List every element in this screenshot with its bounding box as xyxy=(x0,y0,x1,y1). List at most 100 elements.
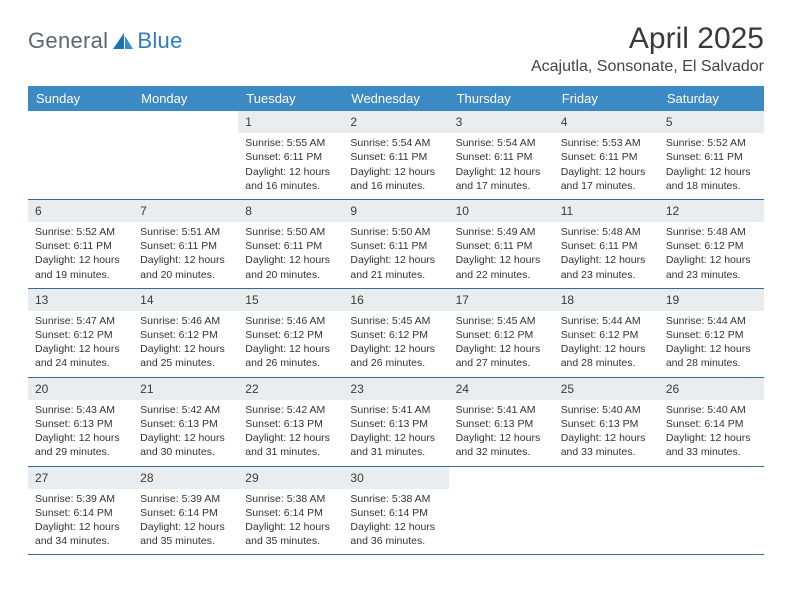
day-body: Sunrise: 5:50 AMSunset: 6:11 PMDaylight:… xyxy=(238,222,343,288)
day-number: 18 xyxy=(554,289,659,311)
day-day1: Daylight: 12 hours xyxy=(140,253,231,267)
week-row: 6Sunrise: 5:52 AMSunset: 6:11 PMDaylight… xyxy=(28,200,764,289)
week-row: 13 Sunrise: 5:47 AM Sunset: 6:12 PM Dayligh… xyxy=(28,289,764,378)
day-sunrise: Sunrise: 5:44 AM xyxy=(666,314,757,328)
day-cell: 9Sunrise: 5:50 AMSunset: 6:11 PMDaylight… xyxy=(343,200,448,288)
day-sunset: Sunset: 6:13 PM xyxy=(35,417,126,431)
day-body: Sunrise: 5:52 AMSunset: 6:11 PMDaylight:… xyxy=(28,222,133,288)
day-cell: 2Sunrise: 5:54 AMSunset: 6:11 PMDaylight… xyxy=(343,111,448,199)
day-number: 11 xyxy=(554,200,659,222)
day-number: 30 xyxy=(343,467,448,489)
day-sunset: Sunset: 6:11 PM xyxy=(666,150,757,164)
day-sunrise: Sunrise: 5:54 AM xyxy=(456,136,547,150)
top-bar: General Blue April 2025 Acajutla, Sonson… xyxy=(28,22,764,76)
day-sunrise: Sunrise: 5:46 AM xyxy=(245,314,336,328)
day-number: 5 xyxy=(659,111,764,133)
day-day2: and 36 minutes. xyxy=(350,534,441,548)
day-day1: Daylight: 12 hours xyxy=(561,342,652,356)
weekday-header: Wednesday xyxy=(343,86,448,111)
day-day2: and 22 minutes. xyxy=(456,268,547,282)
day-sunset: Sunset: 6:12 PM xyxy=(350,328,441,342)
week-row: 1Sunrise: 5:55 AMSunset: 6:11 PMDaylight… xyxy=(28,111,764,200)
day-cell: 29Sunrise: 5:38 AMSunset: 6:14 PMDayligh… xyxy=(238,467,343,555)
day-day2: and 32 minutes. xyxy=(456,445,547,459)
day-number: 8 xyxy=(238,200,343,222)
day-number: 25 xyxy=(554,378,659,400)
day-sunset: Sunset: 6:13 PM xyxy=(561,417,652,431)
day-day2: and 19 minutes. xyxy=(35,268,126,282)
day-day1: Daylight: 12 hours xyxy=(140,520,231,534)
day-number: 14 xyxy=(133,289,238,311)
day-cell: 10Sunrise: 5:49 AMSunset: 6:11 PMDayligh… xyxy=(449,200,554,288)
day-day2: and 34 minutes. xyxy=(35,534,126,548)
day-cell: 13Sunrise: 5:47 AMSunset: 6:12 PMDayligh… xyxy=(28,289,133,377)
day-day2: and 23 minutes. xyxy=(666,268,757,282)
day-body: Sunrise: 5:48 AMSunset: 6:12 PMDaylight:… xyxy=(659,222,764,288)
day-number: 22 xyxy=(238,378,343,400)
day-sunrise: Sunrise: 5:43 AM xyxy=(35,403,126,417)
day-sunrise: Sunrise: 5:47 AM xyxy=(35,314,126,328)
day-sunset: Sunset: 6:12 PM xyxy=(245,328,336,342)
day-day1: Daylight: 12 hours xyxy=(35,342,126,356)
day-number: 28 xyxy=(133,467,238,489)
day-cell: 1Sunrise: 5:55 AMSunset: 6:11 PMDaylight… xyxy=(238,111,343,199)
day-cell: 21Sunrise: 5:42 AMSunset: 6:13 PMDayligh… xyxy=(133,378,238,466)
day-day2: and 16 minutes. xyxy=(245,179,336,193)
day-body: Sunrise: 5:51 AMSunset: 6:11 PMDaylight:… xyxy=(133,222,238,288)
day-number: 1 xyxy=(238,111,343,133)
day-day1: Daylight: 12 hours xyxy=(245,165,336,179)
day-number: 7 xyxy=(133,200,238,222)
day-sunrise: Sunrise: 5:49 AM xyxy=(456,225,547,239)
day-cell: 26Sunrise: 5:40 AMSunset: 6:14 PMDayligh… xyxy=(659,378,764,466)
day-day2: and 26 minutes. xyxy=(245,356,336,370)
day-body: Sunrise: 5:43 AMSunset: 6:13 PMDaylight:… xyxy=(28,400,133,466)
day-day2: and 23 minutes. xyxy=(561,268,652,282)
day-cell: 18Sunrise: 5:44 AMSunset: 6:12 PMDayligh… xyxy=(554,289,659,377)
day-cell: 12Sunrise: 5:48 AMSunset: 6:12 PMDayligh… xyxy=(659,200,764,288)
weekday-header: Saturday xyxy=(659,86,764,111)
day-sunset: Sunset: 6:11 PM xyxy=(456,239,547,253)
day-sunrise: Sunrise: 5:52 AM xyxy=(35,225,126,239)
day-day1: Daylight: 12 hours xyxy=(561,253,652,267)
day-sunset: Sunset: 6:14 PM xyxy=(245,506,336,520)
day-cell: 7Sunrise: 5:51 AMSunset: 6:11 PMDaylight… xyxy=(133,200,238,288)
day-sunrise: Sunrise: 5:41 AM xyxy=(456,403,547,417)
weekday-header: Tuesday xyxy=(238,86,343,111)
weekday-header: Thursday xyxy=(449,86,554,111)
day-day2: and 20 minutes. xyxy=(245,268,336,282)
day-body: Sunrise: 5:44 AMSunset: 6:12 PMDaylight:… xyxy=(554,311,659,377)
day-sunset: Sunset: 6:14 PM xyxy=(350,506,441,520)
day-cell: 14Sunrise: 5:46 AMSunset: 6:12 PMDayligh… xyxy=(133,289,238,377)
day-day1: Daylight: 12 hours xyxy=(456,253,547,267)
day-sunrise: Sunrise: 5:42 AM xyxy=(245,403,336,417)
day-cell: 6Sunrise: 5:52 AMSunset: 6:11 PMDaylight… xyxy=(28,200,133,288)
weekday-header-row: Sunday Monday Tuesday Wednesday Thursday… xyxy=(28,86,764,111)
day-sunrise: Sunrise: 5:48 AM xyxy=(666,225,757,239)
day-day1: Daylight: 12 hours xyxy=(245,520,336,534)
day-sunrise: Sunrise: 5:54 AM xyxy=(350,136,441,150)
day-cell: 20Sunrise: 5:43 AMSunset: 6:13 PMDayligh… xyxy=(28,378,133,466)
day-sunset: Sunset: 6:11 PM xyxy=(140,239,231,253)
day-day2: and 31 minutes. xyxy=(350,445,441,459)
day-sunrise: Sunrise: 5:38 AM xyxy=(350,492,441,506)
day-day2: and 28 minutes. xyxy=(666,356,757,370)
day-day1: Daylight: 12 hours xyxy=(245,253,336,267)
day-sunset: Sunset: 6:11 PM xyxy=(561,150,652,164)
day-cell: 11Sunrise: 5:48 AMSunset: 6:11 PMDayligh… xyxy=(554,200,659,288)
logo-sail-icon xyxy=(113,33,133,51)
day-day1: Daylight: 12 hours xyxy=(140,431,231,445)
logo-text-general: General xyxy=(28,28,108,54)
day-sunrise: Sunrise: 5:52 AM xyxy=(666,136,757,150)
day-body: Sunrise: 5:45 AMSunset: 6:12 PMDaylight:… xyxy=(343,311,448,377)
day-sunrise: Sunrise: 5:53 AM xyxy=(561,136,652,150)
day-number: 13 xyxy=(28,289,133,311)
day-number: 27 xyxy=(28,467,133,489)
page-root: General Blue April 2025 Acajutla, Sonson… xyxy=(0,0,792,555)
day-body: Sunrise: 5:50 AMSunset: 6:11 PMDaylight:… xyxy=(343,222,448,288)
day-cell: 19Sunrise: 5:44 AMSunset: 6:12 PMDayligh… xyxy=(659,289,764,377)
day-cell: 25Sunrise: 5:40 AMSunset: 6:13 PMDayligh… xyxy=(554,378,659,466)
day-cell-empty xyxy=(133,111,238,199)
day-sunset: Sunset: 6:14 PM xyxy=(35,506,126,520)
day-cell: 30Sunrise: 5:38 AMSunset: 6:14 PMDayligh… xyxy=(343,467,448,555)
day-sunset: Sunset: 6:12 PM xyxy=(666,328,757,342)
